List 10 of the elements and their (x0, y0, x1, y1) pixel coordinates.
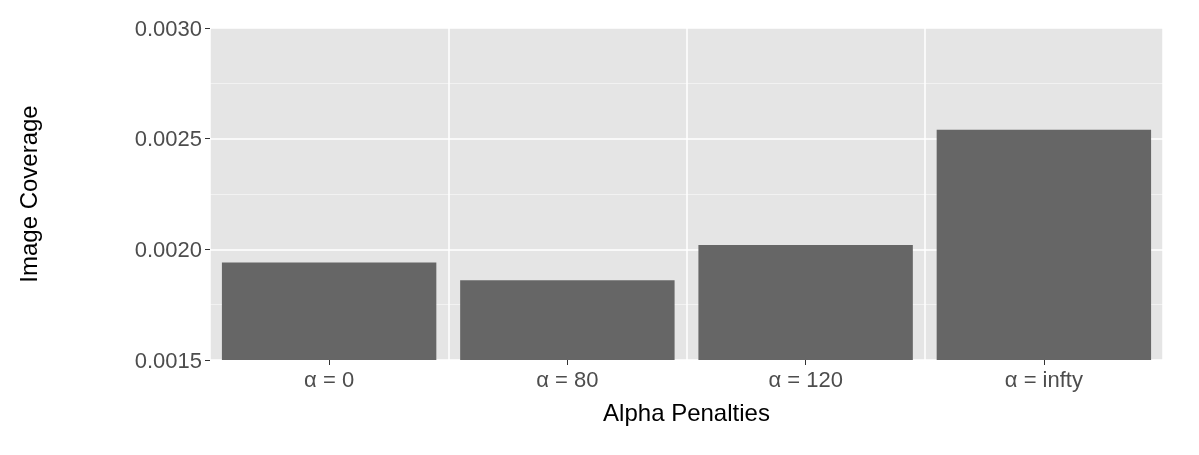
x-axis-title: Alpha Penalties (603, 398, 770, 426)
x-tick-label: α = 0 (304, 366, 355, 392)
x-tick-label: α = 80 (536, 366, 599, 392)
y-tick-label: 0.0030 (134, 15, 202, 41)
x-tick-label: α = infty (1004, 366, 1083, 392)
y-axis-title: Image Coverage (14, 105, 42, 283)
y-tick-label: 0.0020 (134, 236, 202, 262)
x-tick-label: α = 120 (768, 366, 843, 392)
y-tick-label: 0.0025 (134, 126, 202, 152)
y-tick-label: 0.0015 (134, 347, 202, 373)
